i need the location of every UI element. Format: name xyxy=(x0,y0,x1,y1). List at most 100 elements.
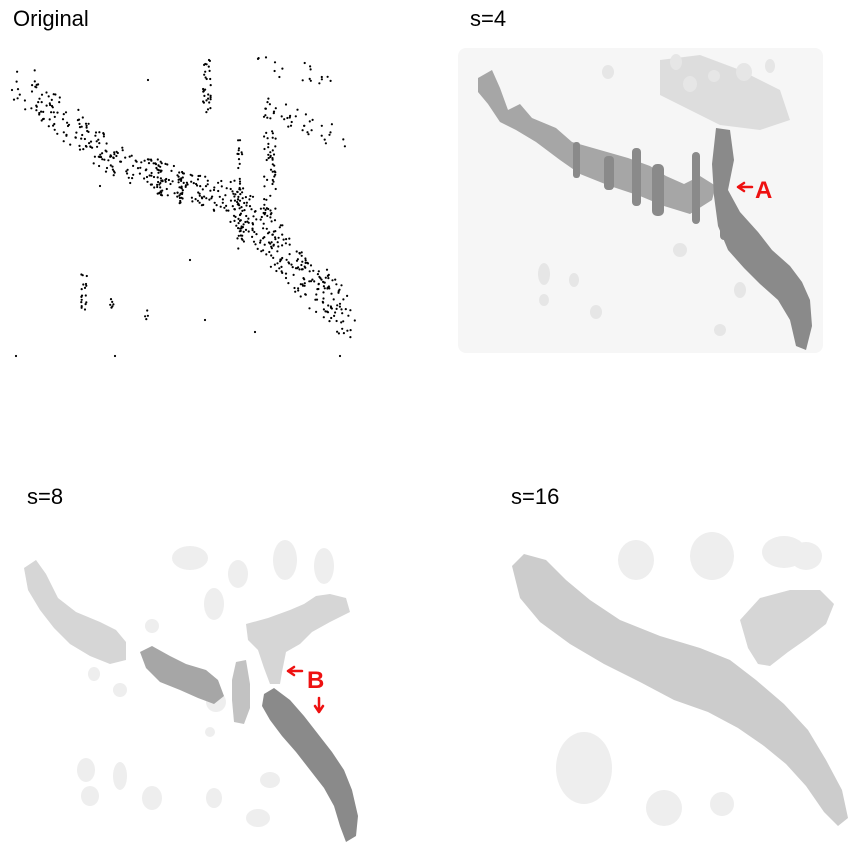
original-dot xyxy=(136,167,140,170)
original-dot xyxy=(211,195,214,198)
original-dot xyxy=(84,294,87,297)
original-dot xyxy=(221,201,224,204)
s4-upper-branch xyxy=(660,55,790,130)
original-dot xyxy=(262,115,266,118)
original-dot xyxy=(326,311,330,314)
original-dot xyxy=(50,111,53,114)
s4-isolated-blobs xyxy=(538,54,775,336)
original-dot xyxy=(204,185,208,188)
original-dot xyxy=(210,197,213,200)
original-dot xyxy=(104,170,108,173)
original-dot xyxy=(156,192,159,195)
original-dot xyxy=(294,290,297,293)
original-dot xyxy=(324,276,327,279)
original-dot xyxy=(239,212,242,215)
original-dot xyxy=(317,287,320,291)
s4-ridge-lower xyxy=(712,128,812,350)
original-dot xyxy=(218,195,221,198)
original-dot xyxy=(244,196,247,199)
original-dot xyxy=(247,230,250,233)
original-dot xyxy=(288,237,291,240)
original-dot xyxy=(270,245,273,248)
original-dot xyxy=(225,187,228,190)
original-dot xyxy=(42,110,45,113)
original-dot xyxy=(229,187,232,191)
original-dot xyxy=(293,286,296,290)
original-dot xyxy=(196,178,200,181)
original-dot xyxy=(64,111,68,114)
original-dot xyxy=(278,75,281,79)
original-dot xyxy=(232,192,235,195)
original-dot xyxy=(80,298,83,301)
original-dot xyxy=(198,194,201,197)
original-dot xyxy=(271,178,274,182)
original-dot xyxy=(260,250,263,253)
original-dot xyxy=(160,162,163,165)
original-dot xyxy=(198,192,201,195)
original-dot xyxy=(272,230,275,233)
original-dot xyxy=(256,247,259,250)
original-dot xyxy=(309,264,313,267)
original-dot xyxy=(206,108,210,111)
original-dot xyxy=(219,205,222,208)
original-dot xyxy=(275,269,278,273)
original-dot xyxy=(207,65,210,68)
original-dot xyxy=(296,258,299,261)
original-dot xyxy=(263,203,266,206)
original-dot xyxy=(269,151,272,154)
original-dot xyxy=(291,266,294,269)
original-dot xyxy=(203,94,206,97)
original-dot xyxy=(238,177,241,180)
original-dot xyxy=(271,136,274,139)
original-dot xyxy=(80,306,83,309)
original-dot xyxy=(205,63,208,66)
original-dot xyxy=(94,134,97,137)
original-dot xyxy=(274,145,277,148)
s4-vertical-streaks xyxy=(573,142,728,240)
original-dot xyxy=(99,153,102,156)
original-dot xyxy=(112,156,115,159)
original-dot xyxy=(241,153,244,156)
original-dot xyxy=(254,243,257,246)
original-dot xyxy=(233,219,236,222)
original-dot xyxy=(190,196,193,199)
s8-ridge-upper xyxy=(24,560,126,664)
original-dot xyxy=(192,182,195,185)
original-dot xyxy=(306,262,310,265)
original-dot xyxy=(156,185,159,189)
original-dot xyxy=(301,260,304,263)
original-dot xyxy=(157,180,160,184)
original-dot xyxy=(342,332,345,335)
original-dot xyxy=(148,174,151,177)
original-dot xyxy=(277,236,280,239)
original-dot xyxy=(272,244,275,247)
original-dot xyxy=(334,278,337,281)
original-dot xyxy=(303,124,306,127)
original-dot xyxy=(248,198,251,201)
original-dot xyxy=(61,118,65,121)
original-dot xyxy=(327,273,330,276)
original-dot xyxy=(146,314,149,317)
original-dot xyxy=(138,172,141,175)
original-dot xyxy=(266,116,269,119)
original-dot xyxy=(154,163,158,166)
original-dot xyxy=(177,181,180,184)
original-dot xyxy=(14,354,18,358)
original-dot xyxy=(233,195,236,198)
original-dot xyxy=(325,268,329,271)
original-dot xyxy=(33,69,36,72)
original-dot xyxy=(237,198,240,201)
original-dot xyxy=(245,204,248,207)
original-dot xyxy=(66,124,70,128)
original-dot xyxy=(269,213,272,216)
original-dot xyxy=(273,263,276,266)
original-dot xyxy=(238,139,242,142)
original-dot xyxy=(80,273,83,276)
original-dot xyxy=(276,262,279,265)
original-dot xyxy=(213,201,216,204)
original-dot xyxy=(203,318,207,322)
original-dot xyxy=(289,124,293,127)
original-dot xyxy=(243,201,246,205)
original-dot xyxy=(271,170,274,173)
original-dot xyxy=(87,122,90,125)
